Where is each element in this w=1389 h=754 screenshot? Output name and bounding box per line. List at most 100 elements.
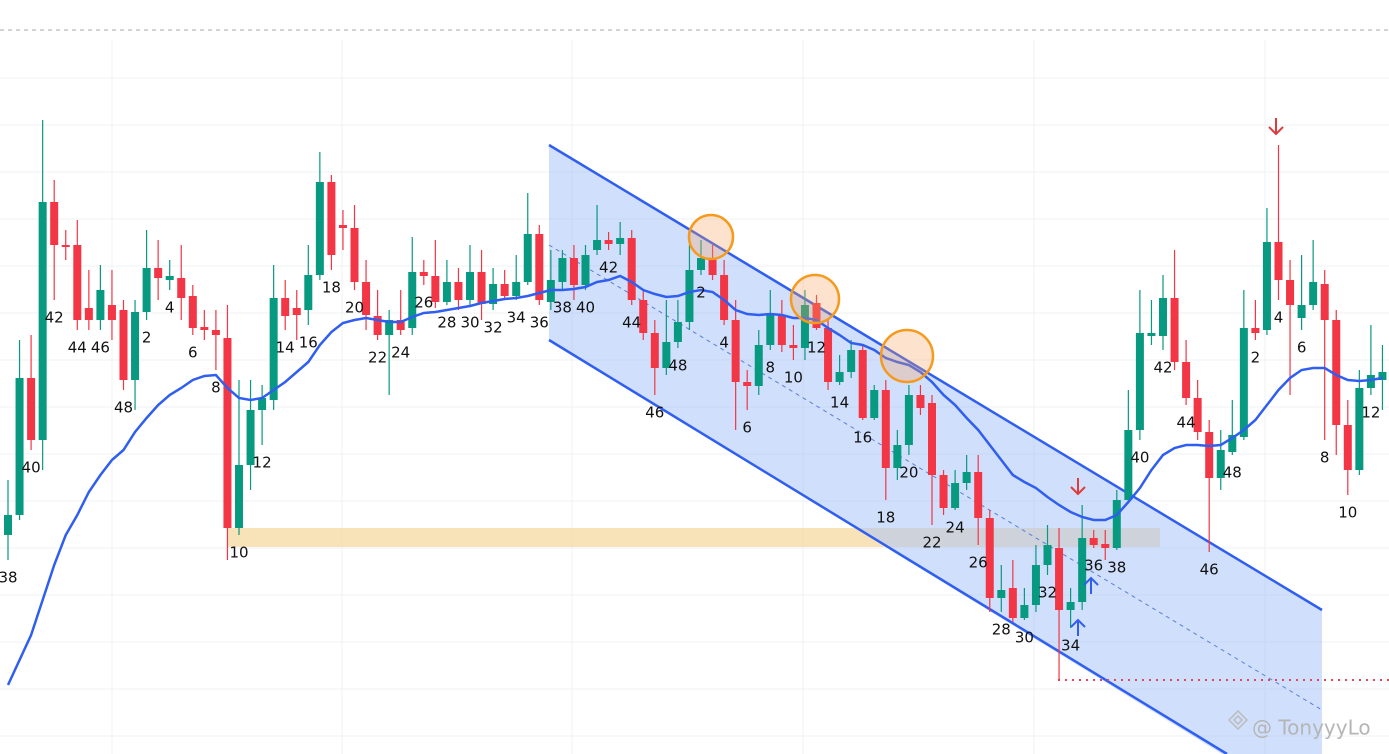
candle-body [50,202,59,245]
candle-body [1147,333,1156,336]
bar-label: 36 [530,314,549,332]
candle-body [131,312,140,380]
candle-body [489,284,498,304]
candle-body [188,296,197,328]
bar-label: 38 [0,569,18,587]
candle-body [824,328,833,382]
candle-body [997,590,1006,598]
candle-body [951,483,960,508]
candle-body [177,278,186,298]
bar-label: 18 [876,509,895,527]
candle-body [1043,545,1052,565]
moving-average [6,274,1383,686]
buy-arrow [1083,576,1099,594]
candle-body [731,320,740,382]
candle-body [304,275,313,310]
candle-body [154,268,163,278]
bar-label: 16 [299,334,318,352]
bar-label: 26 [969,554,988,572]
candle-body [350,228,359,282]
candle-body [1343,425,1352,470]
bar-label: 48 [114,399,133,417]
candle-body [1066,602,1075,610]
watermark-text: @ TonyyyLo [1252,716,1371,740]
candle-body [1124,430,1133,500]
candle-body [581,255,590,285]
candle-body [385,320,394,335]
touch-circle [687,213,735,261]
bar-label: 22 [922,534,941,552]
sell-arrow [1070,478,1086,496]
candle-body [396,320,405,330]
candle-body [1170,298,1179,362]
candle-body [327,182,336,255]
bar-label: 46 [645,404,664,422]
candle-body [119,310,128,380]
bar-label: 2 [142,329,152,347]
bar-label: 44 [68,339,87,357]
candle-body [1205,432,1214,478]
candle-body [500,284,509,296]
candle-body [454,282,463,300]
candle-body [1332,320,1341,425]
candle-body [558,258,567,282]
bar-label: 42 [45,309,64,327]
candle-body [1089,538,1098,545]
candle-body [1112,500,1121,548]
bar-label: 28 [992,621,1011,639]
bar-label: 34 [507,309,526,327]
bar-label: 14 [830,394,849,412]
bar-label: 8 [1320,449,1330,467]
bar-label: 8 [211,379,221,397]
candle-body [96,290,105,320]
bar-label: 4 [1274,309,1284,327]
candle-body [673,322,682,342]
bar-label: 16 [853,429,872,447]
candle-body [1135,333,1144,430]
candle-body [627,238,636,300]
candle-body [789,345,798,348]
candle-body [685,270,694,322]
candle-body [1031,565,1040,605]
bar-label: 30 [1015,629,1034,647]
candle-body [604,240,613,244]
bar-label: 44 [622,314,641,332]
candle-body [1297,305,1306,318]
candle-body [38,202,47,440]
candle-body [569,258,578,285]
candle-body [985,518,994,598]
bar-label: 12 [807,339,826,357]
candle-body [73,245,82,320]
candle-body [4,515,12,535]
sell-arrow [1268,118,1284,136]
candle-body [904,395,913,445]
candle-body [1182,362,1191,398]
bar-label: 40 [22,459,41,477]
channel-lower [548,338,1228,754]
candle-body [1055,548,1064,610]
bar-label: 10 [1338,504,1357,522]
bar-label: 10 [229,544,248,562]
candle-body [223,338,232,528]
candle-body [315,182,324,275]
candle-body [939,475,948,508]
touch-circle [789,273,841,325]
candle-body [269,298,278,400]
bar-label: 32 [484,319,503,337]
candle-body [1366,375,1375,388]
candle-body [523,234,532,282]
bar-label: 32 [1038,584,1057,602]
bar-label: 44 [1177,414,1196,432]
bar-label: 38 [553,299,572,317]
candle-body [1101,544,1110,548]
bar-label: 24 [946,519,965,537]
candle-body [881,390,890,468]
bar-label: 10 [784,369,803,387]
candle-body [107,305,116,320]
bar-label: 30 [460,314,479,332]
bar-label: 4 [719,334,729,352]
candle-body [835,372,844,382]
bar-label: 42 [599,259,618,277]
candle-body [1216,450,1225,478]
